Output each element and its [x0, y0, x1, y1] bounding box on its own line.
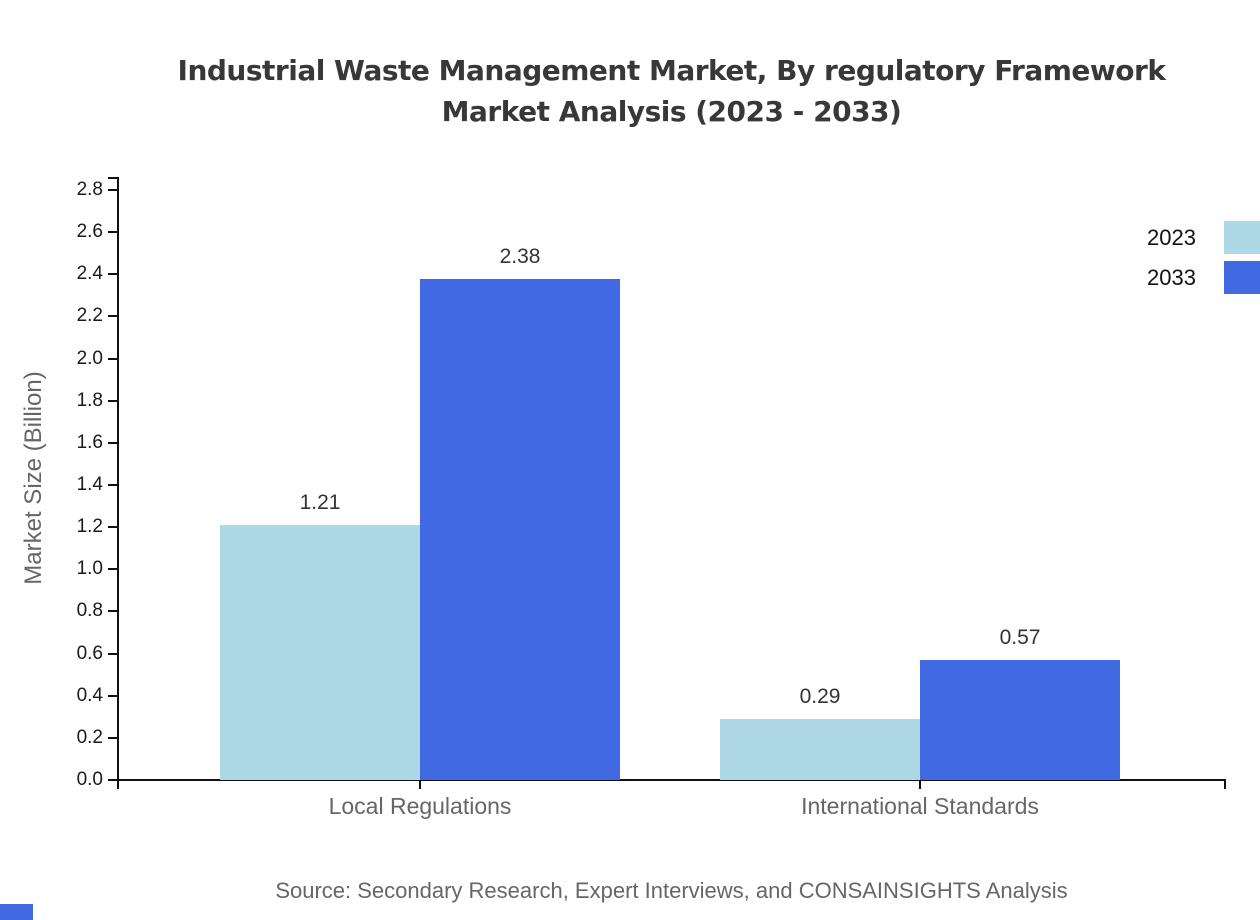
- y-axis-tick: [108, 610, 117, 613]
- y-axis-top-cap-tick: [108, 177, 118, 179]
- legend-label-2033: 2033: [1147, 265, 1196, 290]
- y-axis-tick-label: 1.8: [76, 389, 103, 411]
- x-axis-spine: [117, 779, 1226, 781]
- y-axis-tick-label: 1.6: [76, 431, 103, 453]
- y-axis-spine: [117, 177, 119, 789]
- y-axis-tick: [108, 315, 117, 318]
- y-axis-tick-label: 2.6: [76, 221, 103, 243]
- y-axis-tick-label: 2.4: [76, 263, 103, 285]
- y-axis-tick: [108, 568, 117, 571]
- y-axis-tick: [108, 357, 117, 360]
- source-note: Source: Secondary Research, Expert Inter…: [275, 878, 1068, 903]
- legend-swatch-2023: [1224, 221, 1260, 254]
- bar-2033-international-standards: [920, 659, 1120, 780]
- y-axis-tick: [108, 189, 117, 191]
- y-axis-tick-label: 2.0: [76, 347, 103, 369]
- y-axis-tick-label: 0.0: [76, 769, 103, 790]
- y-axis-tick-label: 0.6: [76, 642, 103, 664]
- y-axis-tick: [108, 441, 117, 444]
- bar-2033-local-regulations: [420, 278, 620, 780]
- chart-title: Industrial Waste Management Market, By r…: [118, 50, 1225, 132]
- y-axis-tick-label: 2.8: [76, 179, 103, 200]
- y-axis-tick-label: 0.2: [76, 726, 103, 748]
- chart-title-line2: Market Analysis (2023 - 2033): [441, 95, 902, 128]
- bar-2023-international-standards: [720, 718, 920, 780]
- y-axis-tick: [108, 231, 117, 234]
- y-axis-tick-label: 0.4: [76, 684, 103, 706]
- bar-value-label: 1.21: [299, 491, 341, 515]
- x-axis-tick: [919, 780, 921, 789]
- x-axis-tick: [419, 780, 421, 789]
- y-axis-tick: [108, 694, 117, 697]
- bar-2023-local-regulations: [220, 525, 420, 780]
- bar-value-label: 0.57: [999, 625, 1041, 649]
- bar-value-label: 2.38: [499, 244, 541, 268]
- y-axis-tick: [108, 736, 117, 739]
- y-axis-tick-label: 2.2: [76, 305, 103, 327]
- y-axis-tick: [108, 652, 117, 655]
- x-axis-right-cap-tick: [1224, 780, 1226, 789]
- y-axis-tick: [108, 484, 117, 486]
- y-axis-tick: [108, 779, 117, 781]
- y-axis-tick-label: 1.2: [76, 516, 103, 538]
- y-axis-tick-label: 1.0: [76, 558, 103, 580]
- x-category-label-local-regulations: Local Regulations: [328, 793, 512, 819]
- legend-label-2023: 2023: [1147, 225, 1196, 250]
- brand-mark: [0, 904, 33, 920]
- y-axis-tick: [108, 399, 117, 402]
- legend-swatch-2033: [1224, 261, 1260, 294]
- y-axis-tick-label: 0.8: [76, 600, 103, 622]
- y-axis-tick: [108, 273, 117, 276]
- chart-title-line1: Industrial Waste Management Market, By r…: [177, 54, 1166, 87]
- y-axis-tick: [108, 526, 117, 529]
- x-category-label-international-standards: International Standards: [801, 793, 1039, 819]
- y-axis-tick-label: 1.4: [76, 474, 103, 495]
- bar-value-label: 0.29: [799, 684, 841, 708]
